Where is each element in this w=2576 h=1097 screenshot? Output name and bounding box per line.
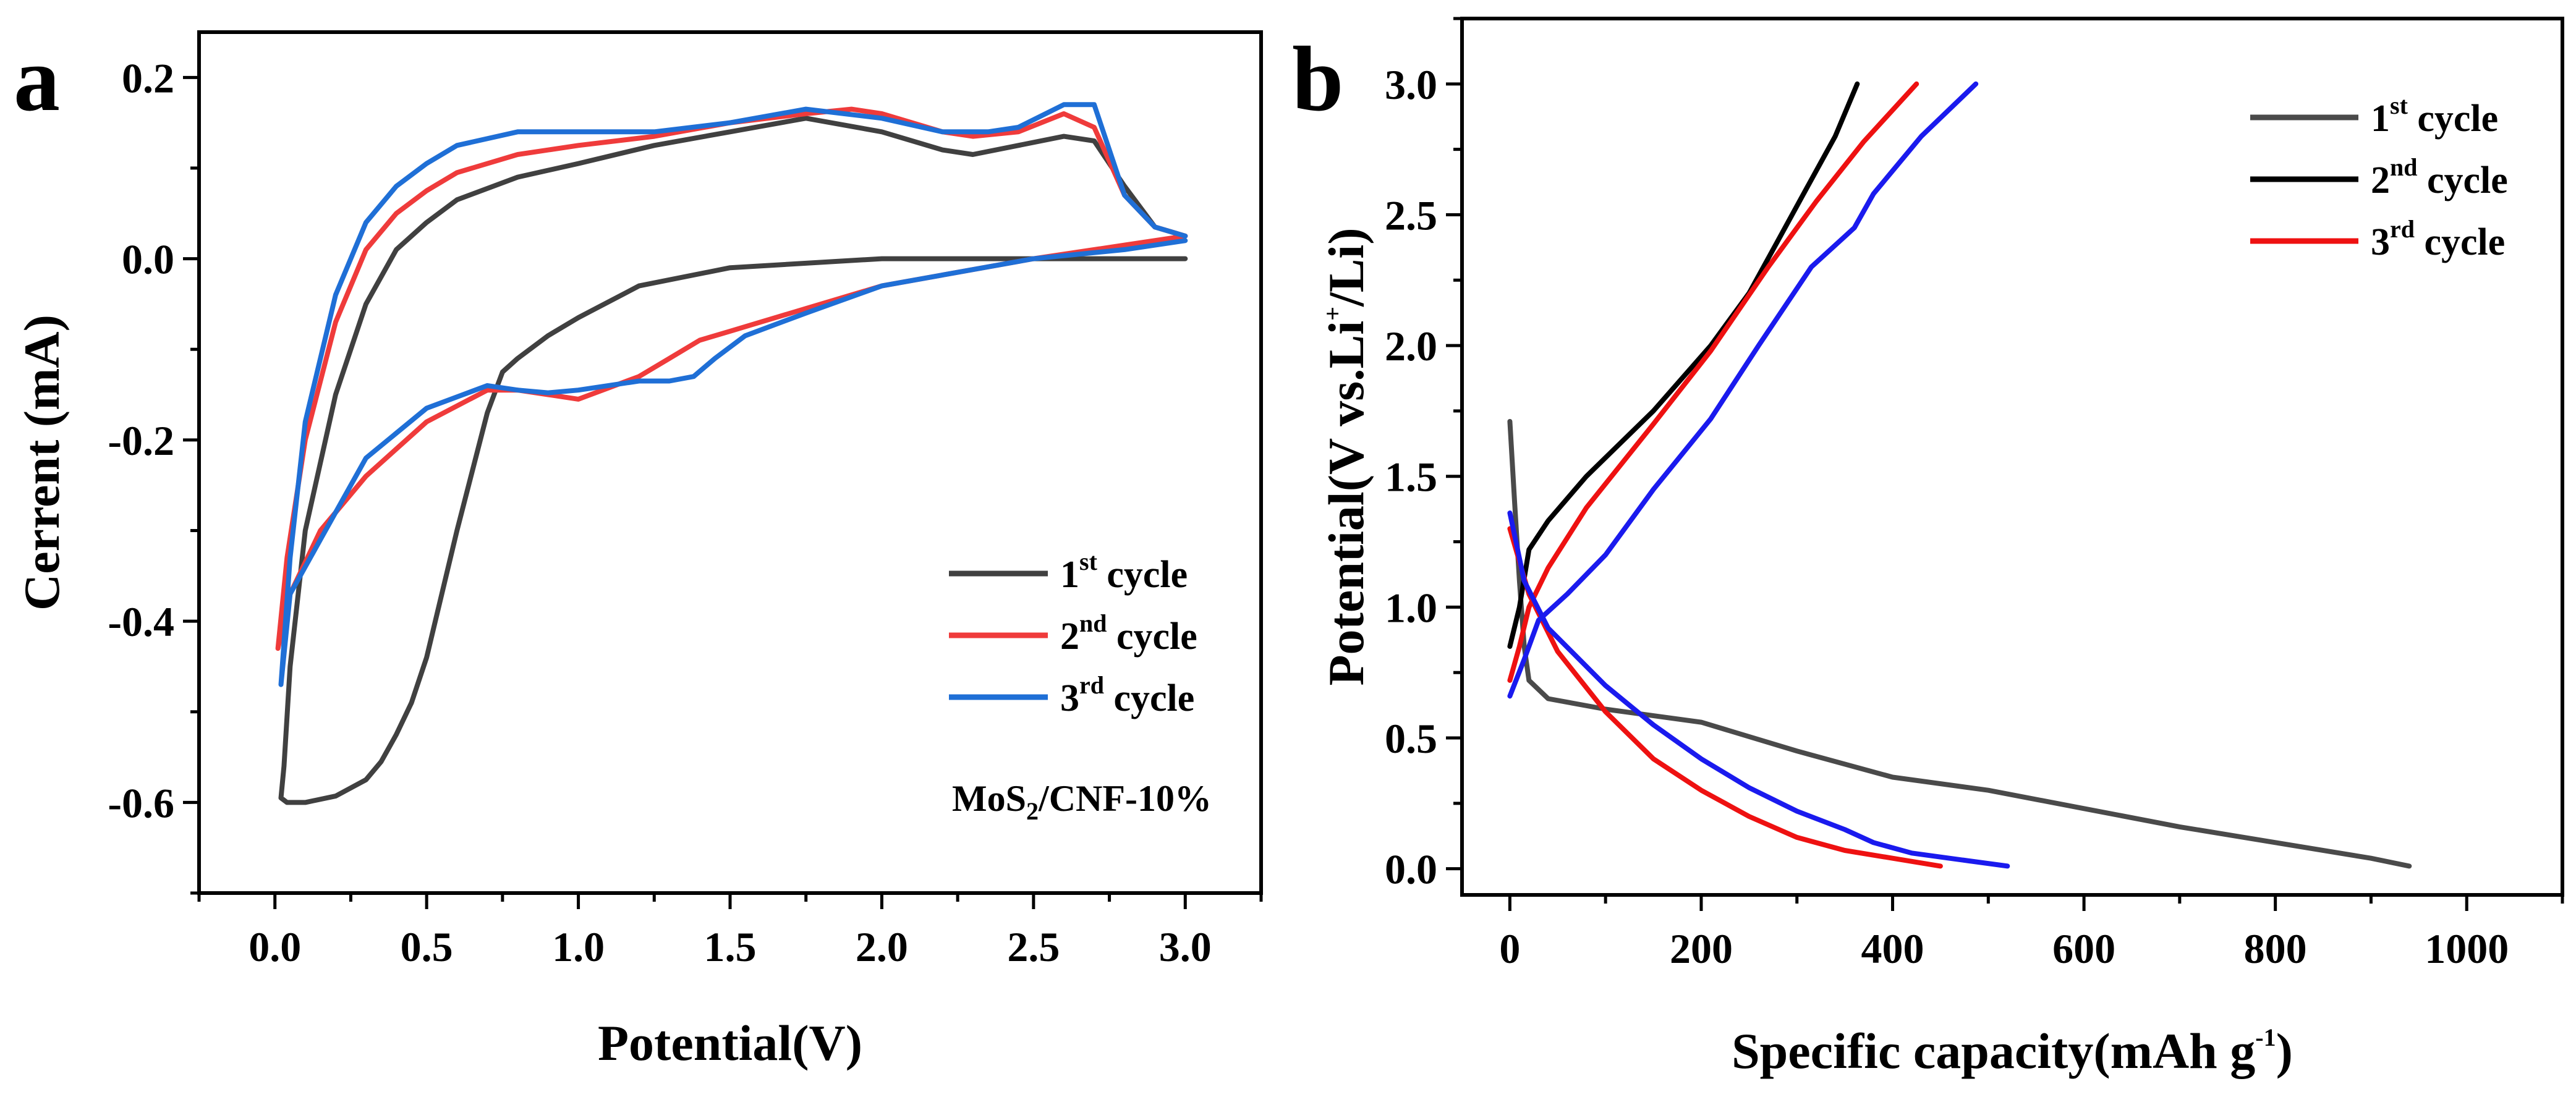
legend-rest: cycle <box>2415 221 2505 263</box>
y-tick-label: -0.4 <box>108 598 174 645</box>
panel-label: b <box>1292 28 1343 130</box>
y-tick-label: 3.0 <box>1385 61 1437 108</box>
y-tick-label: -0.2 <box>108 417 174 464</box>
y-axis-label-sup: + <box>1319 307 1346 321</box>
legend-sup: st <box>2390 91 2408 119</box>
y-tick-label: 0.0 <box>1385 846 1437 893</box>
x-tick-label: 1.5 <box>704 923 757 970</box>
legend-entry: 1st cycle <box>1060 548 1188 596</box>
legend-entry: 3rd cycle <box>1060 671 1194 719</box>
panel-label: a <box>14 28 60 130</box>
legend-entry: 2nd cycle <box>1060 609 1197 658</box>
series-line <box>1507 526 1943 869</box>
y-axis-label: Potential(V vs.Li+/Li) <box>1318 227 1374 685</box>
sample-annotation: MoS2/CNF-10% <box>952 778 1212 825</box>
plot-frame <box>1460 17 2564 897</box>
series-line <box>1507 81 1979 699</box>
x-tick-label: 1.0 <box>552 923 605 970</box>
y-tick-label: 2.0 <box>1385 323 1437 370</box>
plot-frame <box>197 30 1263 895</box>
y-tick-label: 0.0 <box>122 236 174 283</box>
x-tick-label: 800 <box>2244 925 2307 972</box>
x-axis-label-sup: -1 <box>2255 1023 2276 1051</box>
chart-panel-b: 0 200 400 600 800 1000 0.0 0.5 1.0 1.5 2.0 2.5 3.0 Sp… <box>1292 17 2564 1079</box>
series-line <box>1507 418 2412 869</box>
y-tick-label: 1.0 <box>1385 584 1437 631</box>
y-tick-label: 0.5 <box>1385 715 1437 762</box>
annotation-rest: /CNF-10% <box>1038 778 1212 819</box>
series-line <box>1507 510 2010 869</box>
legend-sup: rd <box>2390 215 2415 243</box>
legend-sup: rd <box>1079 671 1104 699</box>
legend-sup: nd <box>2390 153 2418 181</box>
x-tick-label: 400 <box>1861 925 1924 972</box>
x-tick-label: 3.0 <box>1159 923 1212 970</box>
x-tick-label: 1000 <box>2425 925 2509 972</box>
y-tick-label: 1.5 <box>1385 454 1437 501</box>
y-axis-label: Cerrent (mA) <box>14 315 70 611</box>
x-tick-label: 0.5 <box>401 923 453 970</box>
chart-panel-a: 0.0 0.5 1.0 1.5 2.0 2.5 3.0 -0.6 -0.4 -0.2 0.0 0.2 P… <box>14 28 1263 1071</box>
x-tick-label: 0 <box>1499 925 1520 972</box>
series-line <box>1507 81 1860 649</box>
x-axis-label: Specific capacity(mAh g-1) <box>1732 1023 2293 1079</box>
y-axis-label-end: /Li) <box>1318 227 1374 307</box>
series-line <box>275 106 1188 651</box>
legend-entry: 2nd cycle <box>2371 153 2508 201</box>
y-tick-label: 0.2 <box>122 54 174 101</box>
legend-rest: cycle <box>2408 98 2498 140</box>
x-tick-label: 2.0 <box>856 923 908 970</box>
y-tick-label: 2.5 <box>1385 192 1437 239</box>
series-line <box>1507 81 1919 683</box>
legend-entry: 1st cycle <box>2371 91 2498 140</box>
legend-sup: nd <box>1079 609 1107 637</box>
legend-rest: cycle <box>1104 677 1194 719</box>
x-axis-label: Potential(V) <box>598 1015 862 1071</box>
annotation-sub: 2 <box>1026 797 1039 825</box>
x-tick-label: 2.5 <box>1007 923 1060 970</box>
series-line <box>278 116 1188 805</box>
x-tick-label: 0.0 <box>249 923 301 970</box>
x-axis-label-end: ) <box>2276 1023 2293 1079</box>
legend-sup: st <box>1079 548 1098 575</box>
y-tick-label: -0.6 <box>108 779 174 826</box>
series-line <box>278 102 1188 687</box>
x-tick-label: 600 <box>2052 925 2115 972</box>
x-tick-label: 200 <box>1670 925 1733 972</box>
legend-rest: cycle <box>2418 159 2508 201</box>
legend-rest: cycle <box>1097 554 1188 596</box>
legend-rest: cycle <box>1107 616 1197 658</box>
legend-entry: 3rd cycle <box>2371 215 2505 263</box>
